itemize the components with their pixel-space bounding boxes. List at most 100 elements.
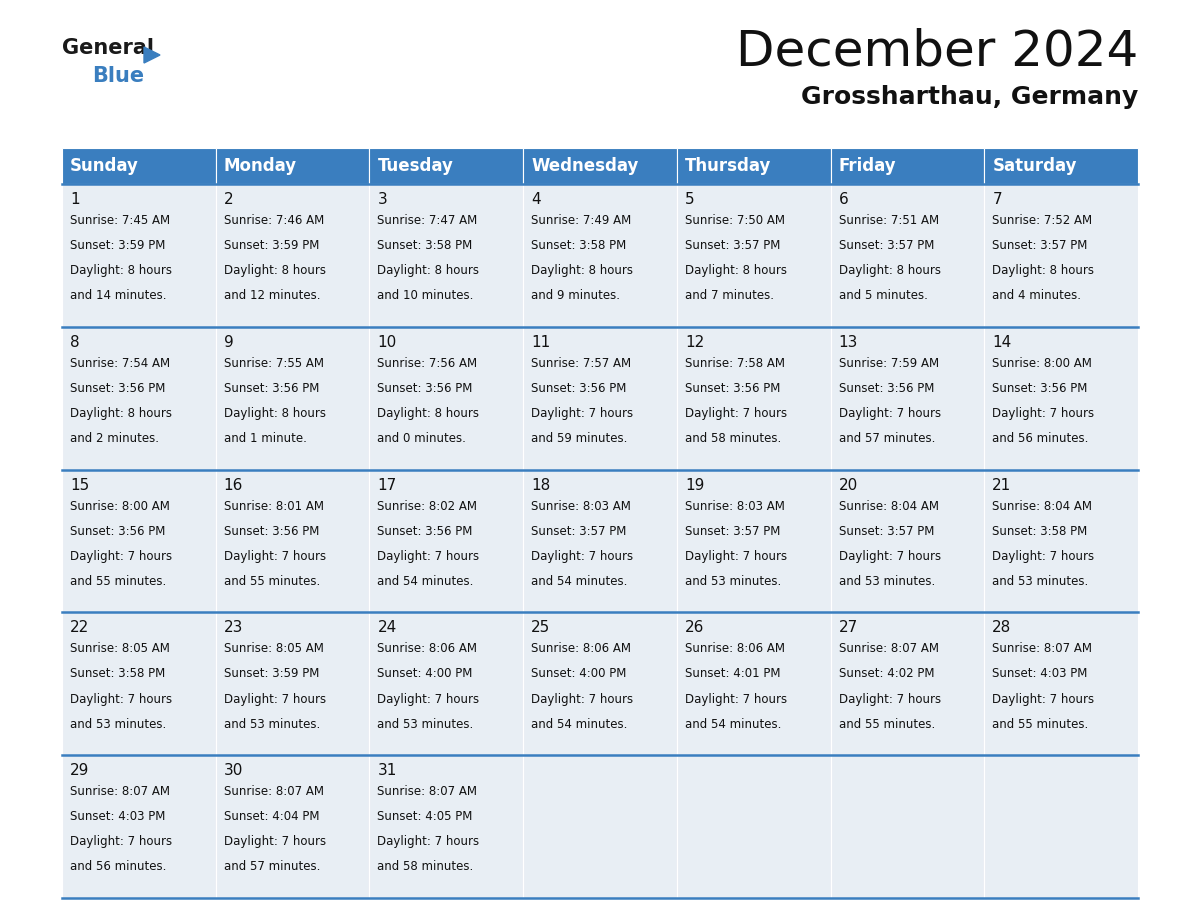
Text: Sunset: 3:59 PM: Sunset: 3:59 PM	[70, 239, 165, 252]
Text: and 53 minutes.: and 53 minutes.	[684, 575, 781, 588]
Text: 5: 5	[684, 192, 695, 207]
Bar	[985, 327, 1138, 470]
Text: and 5 minutes.: and 5 minutes.	[839, 289, 928, 302]
Text: Sunrise: 7:51 AM: Sunrise: 7:51 AM	[839, 214, 939, 227]
Text: 26: 26	[684, 621, 704, 635]
Text: and 53 minutes.: and 53 minutes.	[839, 575, 935, 588]
Text: 2: 2	[223, 192, 233, 207]
Text: 3: 3	[378, 192, 387, 207]
Text: Sunset: 3:56 PM: Sunset: 3:56 PM	[992, 382, 1088, 395]
Bar	[830, 184, 985, 327]
Text: Sunset: 3:59 PM: Sunset: 3:59 PM	[223, 239, 320, 252]
Text: Sunrise: 8:00 AM: Sunrise: 8:00 AM	[70, 499, 170, 512]
Text: 22: 22	[70, 621, 89, 635]
Text: Sunrise: 8:07 AM: Sunrise: 8:07 AM	[223, 785, 323, 798]
Text: and 55 minutes.: and 55 minutes.	[223, 575, 320, 588]
Text: and 59 minutes.: and 59 minutes.	[531, 432, 627, 445]
Text: and 14 minutes.: and 14 minutes.	[70, 289, 166, 302]
Bar	[985, 470, 1138, 612]
Text: Sunrise: 8:04 AM: Sunrise: 8:04 AM	[839, 499, 939, 512]
Polygon shape	[144, 47, 160, 63]
Text: 1: 1	[70, 192, 80, 207]
Bar	[523, 148, 677, 184]
Text: Daylight: 7 hours: Daylight: 7 hours	[531, 550, 633, 563]
Bar	[830, 148, 985, 184]
Text: and 57 minutes.: and 57 minutes.	[839, 432, 935, 445]
Bar	[369, 148, 523, 184]
Bar	[369, 612, 523, 756]
Bar	[216, 756, 369, 898]
Bar	[985, 184, 1138, 327]
Bar	[677, 184, 830, 327]
Text: 27: 27	[839, 621, 858, 635]
Text: Sunset: 4:02 PM: Sunset: 4:02 PM	[839, 667, 934, 680]
Text: Sunrise: 8:01 AM: Sunrise: 8:01 AM	[223, 499, 323, 512]
Text: 29: 29	[70, 763, 89, 778]
Text: Sunrise: 8:06 AM: Sunrise: 8:06 AM	[531, 643, 631, 655]
Text: Daylight: 8 hours: Daylight: 8 hours	[378, 407, 480, 420]
Bar	[830, 470, 985, 612]
Text: 23: 23	[223, 621, 244, 635]
Text: Daylight: 7 hours: Daylight: 7 hours	[992, 692, 1094, 706]
Text: Sunrise: 7:59 AM: Sunrise: 7:59 AM	[839, 357, 939, 370]
Text: Daylight: 7 hours: Daylight: 7 hours	[992, 407, 1094, 420]
Text: Daylight: 7 hours: Daylight: 7 hours	[223, 550, 326, 563]
Text: Wednesday: Wednesday	[531, 157, 638, 175]
Text: Daylight: 7 hours: Daylight: 7 hours	[839, 407, 941, 420]
Text: Saturday: Saturday	[992, 157, 1076, 175]
Text: Sunset: 4:00 PM: Sunset: 4:00 PM	[378, 667, 473, 680]
Bar	[216, 148, 369, 184]
Text: 13: 13	[839, 335, 858, 350]
Text: Sunset: 3:56 PM: Sunset: 3:56 PM	[839, 382, 934, 395]
Text: Sunset: 4:03 PM: Sunset: 4:03 PM	[70, 811, 165, 823]
Bar	[216, 612, 369, 756]
Text: Blue: Blue	[91, 66, 144, 86]
Text: Sunrise: 8:06 AM: Sunrise: 8:06 AM	[378, 643, 478, 655]
Bar	[523, 184, 677, 327]
Text: 14: 14	[992, 335, 1011, 350]
Text: General: General	[62, 38, 154, 58]
Text: 31: 31	[378, 763, 397, 778]
Text: Daylight: 7 hours: Daylight: 7 hours	[223, 835, 326, 848]
Bar	[62, 327, 216, 470]
Text: and 53 minutes.: and 53 minutes.	[378, 718, 474, 731]
Text: Sunset: 4:00 PM: Sunset: 4:00 PM	[531, 667, 626, 680]
Bar	[62, 148, 216, 184]
Bar	[523, 612, 677, 756]
Bar	[523, 327, 677, 470]
Bar	[62, 756, 216, 898]
Text: 28: 28	[992, 621, 1011, 635]
Text: Sunrise: 7:50 AM: Sunrise: 7:50 AM	[684, 214, 785, 227]
Bar	[369, 327, 523, 470]
Text: Sunrise: 8:07 AM: Sunrise: 8:07 AM	[70, 785, 170, 798]
Text: Sunrise: 7:58 AM: Sunrise: 7:58 AM	[684, 357, 785, 370]
Text: Daylight: 7 hours: Daylight: 7 hours	[839, 550, 941, 563]
Text: Sunset: 3:56 PM: Sunset: 3:56 PM	[378, 525, 473, 538]
Text: and 55 minutes.: and 55 minutes.	[992, 718, 1088, 731]
Text: Sunrise: 8:07 AM: Sunrise: 8:07 AM	[992, 643, 1092, 655]
Text: Sunset: 4:03 PM: Sunset: 4:03 PM	[992, 667, 1088, 680]
Text: Sunrise: 7:54 AM: Sunrise: 7:54 AM	[70, 357, 170, 370]
Bar	[523, 470, 677, 612]
Text: and 10 minutes.: and 10 minutes.	[378, 289, 474, 302]
Text: Daylight: 7 hours: Daylight: 7 hours	[684, 550, 786, 563]
Text: and 2 minutes.: and 2 minutes.	[70, 432, 159, 445]
Text: 4: 4	[531, 192, 541, 207]
Text: Daylight: 8 hours: Daylight: 8 hours	[992, 264, 1094, 277]
Text: Sunrise: 8:06 AM: Sunrise: 8:06 AM	[684, 643, 785, 655]
Text: Daylight: 8 hours: Daylight: 8 hours	[839, 264, 941, 277]
Bar	[677, 756, 830, 898]
Text: and 58 minutes.: and 58 minutes.	[378, 860, 474, 873]
Text: Sunrise: 7:49 AM: Sunrise: 7:49 AM	[531, 214, 631, 227]
Text: Sunset: 3:56 PM: Sunset: 3:56 PM	[378, 382, 473, 395]
Text: Daylight: 7 hours: Daylight: 7 hours	[684, 692, 786, 706]
Bar	[985, 612, 1138, 756]
Text: and 54 minutes.: and 54 minutes.	[684, 718, 782, 731]
Text: Monday: Monday	[223, 157, 297, 175]
Text: 25: 25	[531, 621, 550, 635]
Text: 18: 18	[531, 477, 550, 493]
Text: Daylight: 8 hours: Daylight: 8 hours	[70, 264, 172, 277]
Text: Sunday: Sunday	[70, 157, 139, 175]
Text: Sunrise: 8:02 AM: Sunrise: 8:02 AM	[378, 499, 478, 512]
Text: Sunrise: 8:03 AM: Sunrise: 8:03 AM	[684, 499, 785, 512]
